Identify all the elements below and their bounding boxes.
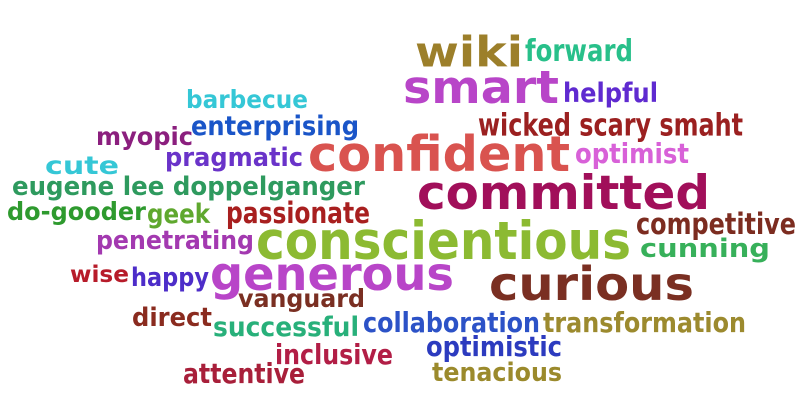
word-conscientious: conscientious [256, 210, 632, 273]
word-happy: happy [131, 263, 210, 293]
word-generous: generous [210, 248, 454, 302]
word-curious: curious [489, 258, 694, 312]
word-forward: forward [525, 34, 633, 69]
word-cute: cute [45, 152, 119, 181]
word-transformation: transformation [543, 306, 746, 339]
word-penetrating: penetrating [96, 226, 254, 256]
word-enterprising: enterprising [191, 110, 359, 142]
word-wise: wise [70, 261, 129, 288]
word-smart: smart [403, 62, 559, 115]
word-tenacious: tenacious [432, 358, 562, 388]
word-collaboration: collaboration [363, 306, 540, 339]
word-optimistic: optimistic [426, 330, 563, 363]
word-geek: geek [147, 198, 210, 230]
word-inclusive: inclusive [275, 338, 394, 371]
word-committed: committed [417, 165, 711, 221]
word-pragmatic: pragmatic [165, 143, 303, 173]
word-confident: confident [308, 126, 571, 184]
word-passionate: passionate [226, 197, 371, 231]
word-myopic: myopic [96, 123, 193, 152]
word-vanguard: vanguard [238, 285, 365, 314]
word-wiki: wiki [415, 28, 523, 77]
word-do-gooder: do-gooder [7, 198, 146, 227]
word-attentive: attentive [183, 357, 305, 390]
word-direct: direct [132, 303, 212, 333]
word-barbecue: barbecue [186, 86, 309, 115]
word-eugene-lee-doppelganger: eugene lee doppelganger [12, 172, 366, 202]
word-helpful: helpful [563, 77, 658, 109]
word-successful: successful [213, 311, 359, 343]
word-wicked-scary-smaht: wicked scary smaht [478, 107, 744, 144]
word-cunning: cunning [640, 234, 770, 264]
word-optimist: optimist [575, 137, 689, 170]
word-competitive: competitive [636, 208, 797, 242]
